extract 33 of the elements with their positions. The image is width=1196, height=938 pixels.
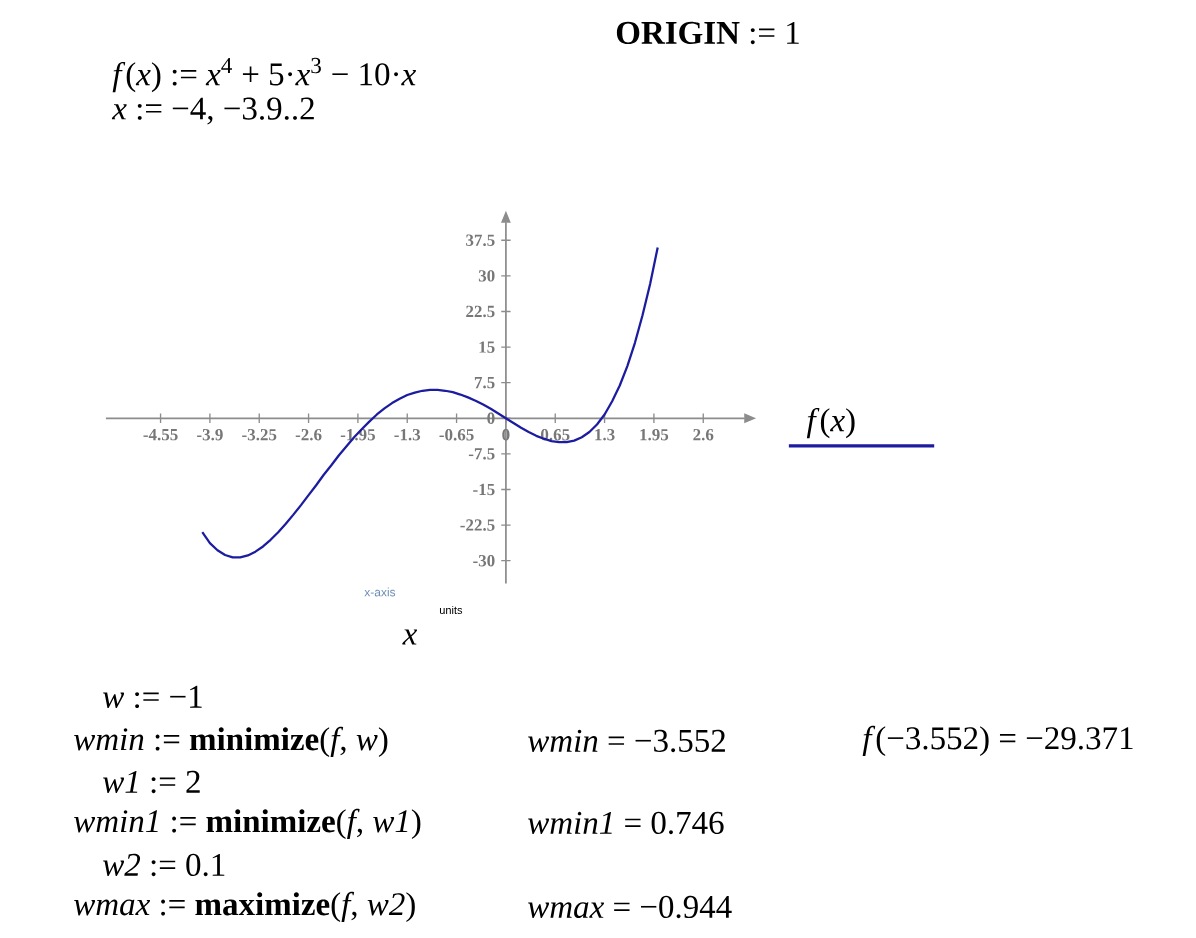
y-tick-label: -7.5 xyxy=(468,448,495,460)
x-tick-label: -0.65 xyxy=(439,428,474,441)
y-tick-label: 15 xyxy=(479,341,495,353)
y-tick-label: 37.5 xyxy=(466,234,495,247)
y-tick-label: 22.5 xyxy=(466,305,495,318)
text: w := −1 xyxy=(103,685,202,709)
x-tick-label: 2.6 xyxy=(693,429,714,441)
y-tick-label: -30 xyxy=(473,554,495,567)
x-tick-label: -1.3 xyxy=(394,429,421,441)
x-tick-label: -4.55 xyxy=(143,429,178,441)
text: f(x) xyxy=(806,407,855,439)
y-tick-label: -15 xyxy=(473,483,495,496)
x-axis-title: x xyxy=(402,629,418,645)
y-tick-label: -22.5 xyxy=(460,519,495,531)
y-tick-label: 30 xyxy=(478,270,495,282)
text: f(x) := x$^{4}$ + 5·x$^{3}$ − 10·x xyxy=(112,57,416,93)
x-tick-label: 0.65 xyxy=(541,428,570,441)
text: x-axis xyxy=(364,587,396,597)
text: units xyxy=(439,605,463,615)
text: w2 := 0.1 xyxy=(103,853,225,877)
text: x := −4, −3.9..2 xyxy=(111,97,314,125)
x-tick-label: -3.25 xyxy=(242,429,277,441)
y-tick-label: 7.5 xyxy=(474,377,495,389)
text: wmin = −3.552 xyxy=(528,729,725,753)
text: wmin1 = 0.746 xyxy=(528,811,724,835)
text: f(−3.552) = −29.371 xyxy=(862,725,1133,757)
x-tick-label: -2.6 xyxy=(295,429,322,441)
text: wmax = −0.944 xyxy=(528,895,732,919)
text: w1 := 2 xyxy=(103,770,200,794)
x-tick-label: 1.3 xyxy=(595,429,615,441)
text: ORIGIN := 1 xyxy=(616,21,799,45)
x-tick-label: 1.95 xyxy=(640,429,669,441)
x-tick-label: -3.9 xyxy=(197,429,223,441)
